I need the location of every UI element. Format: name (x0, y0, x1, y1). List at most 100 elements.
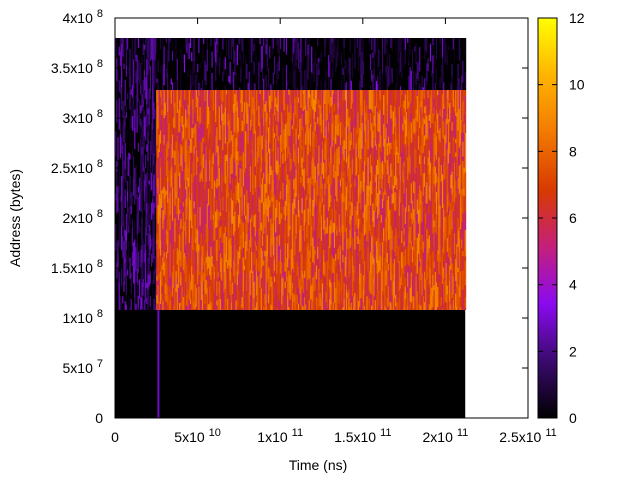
heatmap-cell (341, 112, 343, 122)
heatmap-cell (224, 38, 227, 58)
heatmap-cell (173, 209, 175, 230)
heatmap-cell (429, 43, 432, 62)
heatmap-cell (385, 270, 387, 277)
heatmap-cell (245, 279, 247, 294)
heatmap-cell (342, 262, 344, 275)
heatmap-cell (390, 38, 392, 49)
heatmap-cell (122, 38, 124, 57)
heatmap-cell (413, 219, 415, 245)
heatmap-cell (255, 245, 258, 251)
heatmap-cell (372, 156, 374, 167)
heatmap-cell (293, 276, 295, 282)
heatmap-cell (195, 228, 198, 253)
heatmap-cell (267, 87, 270, 90)
heatmap-cell (163, 252, 165, 258)
heatmap-cell (217, 105, 219, 121)
heatmap-cell (306, 68, 308, 90)
heatmap-cell (366, 120, 368, 141)
heatmap-cell (410, 203, 413, 213)
heatmap-cell (372, 237, 374, 256)
heatmap-cell (271, 197, 273, 202)
heatmap-cell (453, 68, 456, 90)
heatmap-cell (246, 134, 248, 150)
heatmap-cell (253, 82, 255, 90)
heatmap-cell (459, 47, 462, 71)
heatmap-cell (218, 292, 221, 310)
heatmap-cell (447, 64, 450, 82)
heatmap-cell (337, 280, 339, 303)
heatmap-cell (317, 38, 319, 47)
heatmap-cell (261, 235, 264, 246)
heatmap-cell (239, 284, 241, 310)
heatmap-cell (237, 136, 240, 152)
heatmap-cell (129, 74, 131, 88)
heatmap-cell (122, 267, 124, 282)
heatmap-cell (229, 227, 231, 238)
heatmap-cell (186, 194, 188, 206)
heatmap-cell (435, 85, 438, 90)
heatmap-cell (164, 198, 167, 215)
heatmap-cell (216, 260, 218, 282)
heatmap-cell (231, 121, 234, 136)
heatmap-cell (368, 298, 371, 306)
heatmap-cell (118, 91, 121, 99)
heatmap-cell (284, 38, 287, 47)
heatmap-cell (258, 197, 260, 213)
heatmap-cell (314, 111, 317, 123)
heatmap-cell (267, 152, 270, 174)
heatmap-cell (278, 282, 281, 301)
heatmap-cell (179, 152, 181, 164)
heatmap-cell (174, 82, 176, 90)
heatmap-cell (399, 71, 402, 86)
heatmap-cell (281, 278, 283, 305)
heatmap-cell (123, 257, 125, 282)
heatmap-cell (297, 42, 300, 57)
heatmap-cell (283, 87, 285, 90)
heatmap-cell (264, 38, 266, 59)
heatmap-cell (163, 164, 165, 187)
heatmap-cell (151, 59, 153, 86)
heatmap-cell (157, 157, 159, 179)
heatmap-cell (326, 38, 329, 52)
heatmap-cell (315, 305, 318, 310)
heatmap-cell (378, 244, 380, 261)
heatmap-cell (362, 90, 365, 111)
heatmap-cell (428, 38, 431, 47)
heatmap-cell (313, 82, 315, 90)
heatmap-cell (275, 153, 277, 173)
heatmap-cell (239, 60, 241, 76)
heatmap-cell (151, 219, 153, 240)
heatmap-cell (407, 108, 409, 120)
heatmap-cell (360, 78, 362, 90)
heatmap-cell (175, 149, 177, 171)
heatmap-cell (312, 109, 314, 117)
heatmap-cell (252, 296, 254, 310)
heatmap-cell (351, 159, 354, 175)
heatmap-cell (377, 137, 379, 160)
heatmap-cell (350, 38, 353, 43)
heatmap-cell (375, 189, 378, 201)
heatmap-cell (117, 211, 119, 229)
heatmap-cell (170, 78, 173, 85)
heatmap-cell (235, 247, 237, 271)
heatmap-cell (333, 38, 336, 59)
heatmap-cell (183, 231, 186, 253)
heatmap-cell (301, 101, 303, 111)
heatmap-cell (143, 90, 146, 100)
heatmap-cell (137, 124, 140, 143)
heatmap-cell (319, 176, 321, 197)
heatmap-cell (235, 239, 237, 248)
heatmap-cell (285, 122, 288, 148)
heatmap-cell (396, 66, 398, 90)
heatmap-cell (164, 214, 167, 239)
heatmap-cell (350, 251, 353, 268)
heatmap-cell (321, 72, 324, 80)
heatmap-cell (203, 213, 205, 223)
heatmap-cell (305, 38, 307, 57)
heatmap-cell (447, 81, 450, 90)
heatmap-cell (279, 142, 282, 160)
heatmap-cell (363, 90, 366, 100)
heatmap-cell (330, 146, 332, 164)
heatmap-cell (327, 269, 330, 292)
heatmap-cell (329, 38, 331, 62)
